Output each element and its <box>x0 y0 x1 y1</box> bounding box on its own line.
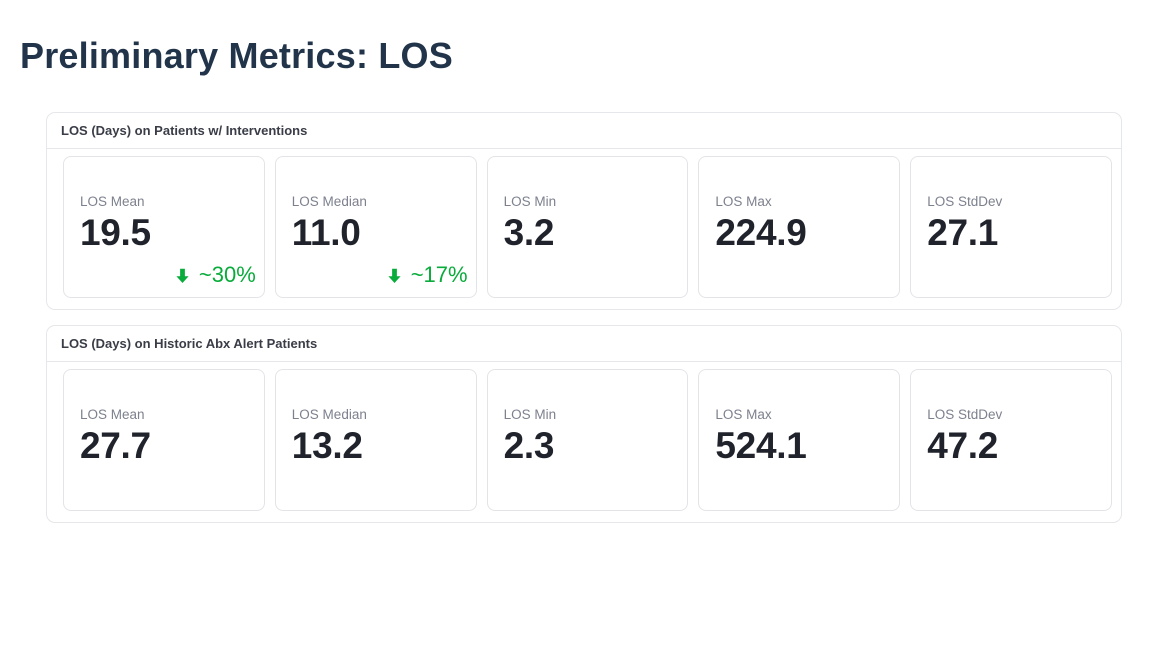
panels-container: LOS (Days) on Patients w/ Interventions … <box>46 112 1122 523</box>
arrow-down-icon <box>176 268 189 283</box>
metric-delta-text: ~17% <box>410 262 468 287</box>
metric-card: LOS Median 13.2 <box>274 369 477 511</box>
metric-value: 2.3 <box>503 425 555 466</box>
metric-value: 3.2 <box>503 212 555 253</box>
metric-card: LOS Mean 19.5 ~30% <box>63 156 265 298</box>
metric-card: LOS Min 2.3 <box>486 369 689 511</box>
metrics-panel: LOS (Days) on Historic Abx Alert Patient… <box>46 325 1122 523</box>
metric-delta-text: ~30% <box>198 262 256 287</box>
metric-label: LOS Mean <box>80 407 145 422</box>
metric-card: LOS Min 3.2 <box>486 156 689 298</box>
metric-label: LOS StdDev <box>927 407 1003 422</box>
metric-value: 224.9 <box>715 212 807 253</box>
metrics-panel: LOS (Days) on Patients w/ Interventions … <box>46 112 1122 310</box>
metric-label: LOS Median <box>291 194 367 209</box>
panel-title: LOS (Days) on Historic Abx Alert Patient… <box>61 336 318 351</box>
metric-value: 19.5 <box>80 212 151 253</box>
metric-card: LOS StdDev 27.1 <box>910 156 1112 298</box>
metric-label: LOS Mean <box>80 194 145 209</box>
metric-value: 27.7 <box>80 425 151 466</box>
metric-value: 47.2 <box>927 425 999 466</box>
metric-label: LOS Max <box>715 194 772 209</box>
metric-label: LOS Median <box>291 407 367 422</box>
metric-card: LOS StdDev 47.2 <box>910 369 1112 511</box>
metric-value: 27.1 <box>927 212 999 253</box>
page-title: Preliminary Metrics: LOS <box>20 35 453 76</box>
metric-card: LOS Mean 27.7 <box>63 369 265 511</box>
panel-header: LOS (Days) on Historic Abx Alert Patient… <box>47 326 1121 362</box>
panel-header: LOS (Days) on Patients w/ Interventions <box>47 113 1121 149</box>
panel-title: LOS (Days) on Patients w/ Interventions <box>61 123 308 138</box>
metric-label: LOS StdDev <box>927 194 1003 209</box>
panel-body: LOS Mean 19.5 ~30% LOS Median 11.0 ~17% … <box>47 149 1121 311</box>
panel-body: LOS Mean 27.7 LOS Median 13.2 LOS Min 2.… <box>47 362 1121 524</box>
metric-label: LOS Min <box>503 407 557 422</box>
metric-value: 13.2 <box>291 425 363 466</box>
metric-label: LOS Max <box>715 407 772 422</box>
metric-value: 524.1 <box>715 425 807 466</box>
metric-label: LOS Min <box>503 194 557 209</box>
metric-value: 11.0 <box>291 212 361 253</box>
metric-card: LOS Max 224.9 <box>698 156 901 298</box>
arrow-down-icon <box>388 268 401 283</box>
metric-delta: ~17% <box>385 262 468 288</box>
metric-card: LOS Median 11.0 ~17% <box>274 156 477 298</box>
metric-card: LOS Max 524.1 <box>698 369 901 511</box>
metric-delta: ~30% <box>173 262 256 288</box>
